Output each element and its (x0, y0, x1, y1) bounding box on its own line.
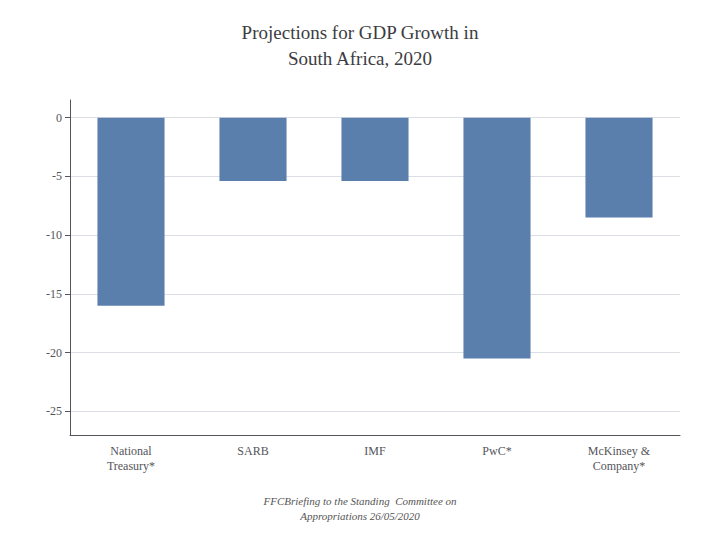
svg-text:IMF: IMF (364, 444, 386, 458)
svg-text:-20: -20 (46, 346, 62, 360)
svg-text:Treasury*: Treasury* (107, 459, 155, 473)
svg-text:National: National (110, 444, 152, 458)
svg-text:PwC*: PwC* (482, 444, 511, 458)
svg-text:-5: -5 (52, 169, 62, 183)
svg-text:South Africa, 2020: South Africa, 2020 (288, 48, 432, 69)
svg-text:-10: -10 (46, 228, 62, 242)
svg-text:Appropriations 26/05/2020: Appropriations 26/05/2020 (299, 510, 420, 522)
svg-text:McKinsey &: McKinsey & (588, 444, 651, 458)
svg-text:-25: -25 (46, 404, 62, 418)
svg-text:FFCBriefing to the Standing C: FFCBriefing to the Standing Committee on (262, 495, 457, 507)
svg-text:SARB: SARB (237, 444, 268, 458)
svg-text:Projections for GDP Growth in: Projections for GDP Growth in (242, 22, 479, 43)
svg-text:Company*: Company* (593, 459, 646, 473)
svg-text:0: 0 (56, 111, 62, 125)
svg-text:-15: -15 (46, 287, 62, 301)
